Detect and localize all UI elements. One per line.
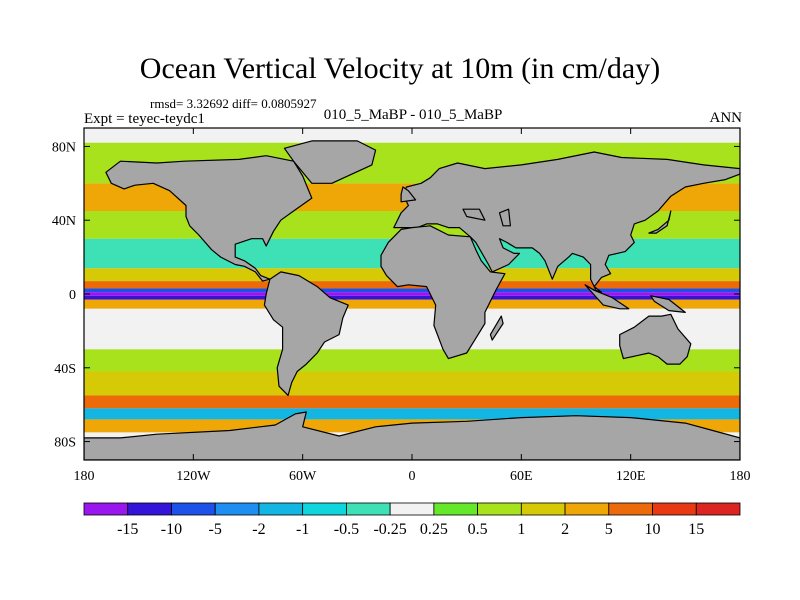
velocity-band [84,349,740,372]
y-tick-label: 80N [52,140,76,155]
colorbar-swatch [345,502,391,516]
colorbar-label: -0.25 [373,521,406,538]
land-mass [619,313,692,365]
x-tick-label: 180 [730,469,751,484]
land-mass [84,411,740,460]
map-field [84,128,740,460]
land-mass [380,225,506,360]
colorbar-label: 1 [517,521,525,538]
x-tick-label: 120E [616,469,646,484]
case-label: 010_5_MaBP - 010_5_MaBP [323,107,503,123]
velocity-band [84,292,740,296]
land-mass [489,315,504,341]
x-tick-label: 180 [74,469,95,484]
colorbar-swatch [83,502,129,516]
y-tick-label: 0 [69,288,76,303]
velocity-band [84,395,740,409]
velocity-band [84,408,740,420]
land-mass [462,208,486,221]
x-tick-label: 60W [289,469,317,484]
season-label: ANN [709,110,743,126]
colorbar-label: 15 [688,521,704,538]
land-mass [584,284,630,310]
colorbar-swatch [433,502,479,516]
chart-title: Ocean Vertical Velocity at 10m (in cm/da… [139,52,661,85]
land-mass [393,151,740,293]
y-tick-label: 40N [52,214,76,229]
colorbar-label: -10 [161,521,182,538]
land-mass [400,186,417,203]
y-tick-label: 40S [54,362,76,377]
colorbar-label: -0.5 [334,521,359,538]
stats-text: rmsd= 3.32692 diff= 0.0805927 [150,96,317,111]
x-tick-label: 0 [409,469,416,484]
land-mass [263,271,349,396]
colorbar-swatch [695,502,741,516]
colorbar-label: -5 [209,521,222,538]
colorbar-label: 0.25 [420,521,448,538]
colorbar-label: -1 [296,521,309,538]
land-mass [498,208,511,227]
colorbar-swatch [214,502,260,516]
colorbar-label: 0.5 [468,521,488,538]
land-mass [648,210,672,234]
velocity-band [84,288,740,293]
colorbar-swatch [608,502,653,516]
colorbar-swatch [302,502,347,516]
land-mass [283,140,377,184]
colorbar-label: -2 [252,521,265,538]
experiment-label: Expt = teyec-teydc1 [84,111,205,127]
x-tick-label: 60E [510,469,533,484]
land-mass [650,295,686,313]
colorbar: -15 -10 -5 -2 -1 -0.5 -0.25 0.25 0.5 1 2 5 10 15 [83,502,741,538]
colorbar-label: 10 [645,521,661,538]
colorbar-swatch [127,502,172,516]
y-tick-label: 80S [54,436,76,451]
colorbar-swatch [477,502,522,516]
colorbar-swatch [258,502,304,516]
colorbar-swatch [389,502,435,516]
colorbar-swatch [171,502,216,516]
velocity-band [84,295,740,300]
colorbar-swatch [652,502,697,516]
colorbar-label: 2 [561,521,569,538]
colorbar-swatch [520,502,566,516]
colorbar-swatch [564,502,610,516]
velocity-band [84,371,740,396]
colorbar-label: -15 [117,521,138,538]
colorbar-label: 5 [605,521,613,538]
velocity-band [84,299,740,309]
x-tick-label: 120W [176,469,211,484]
axis-ticks: 180 120W 60W 0 60E 120E 180 80N 40N 0 40S 80S [52,128,751,484]
